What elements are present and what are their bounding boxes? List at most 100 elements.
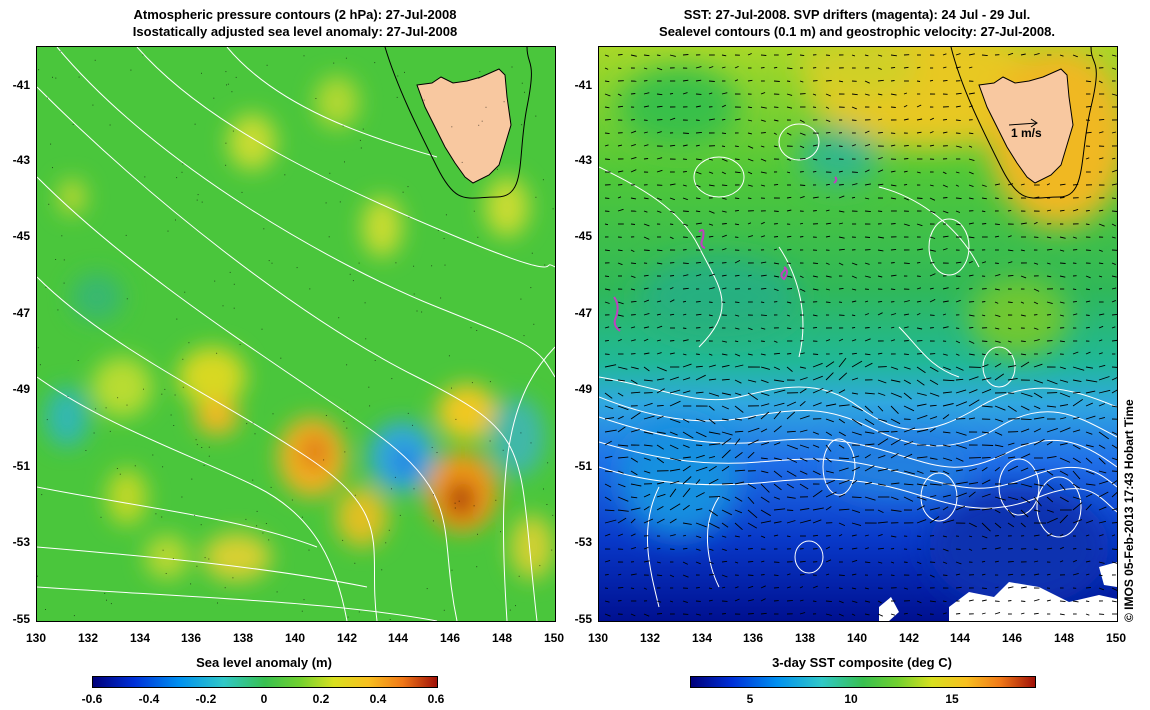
velocity-arrow bbox=[604, 67, 609, 70]
velocity-arrow bbox=[1085, 613, 1090, 616]
velocity-arrow bbox=[916, 561, 922, 565]
velocity-arrow bbox=[864, 613, 870, 616]
velocity-arrow bbox=[929, 366, 939, 372]
velocity-arrow bbox=[1033, 221, 1038, 225]
velocity-arrow bbox=[734, 209, 739, 212]
right-x-tick: 146 bbox=[1001, 631, 1023, 645]
velocity-arrow bbox=[1072, 444, 1081, 450]
velocity-arrow bbox=[825, 209, 830, 212]
velocity-arrow bbox=[786, 496, 796, 499]
velocity-arrow bbox=[630, 249, 635, 253]
velocity-arrow bbox=[747, 184, 753, 187]
velocity-arrow bbox=[1072, 208, 1079, 212]
velocity-arrow bbox=[786, 327, 792, 330]
velocity-arrow bbox=[799, 586, 804, 589]
track-dot bbox=[407, 186, 409, 188]
velocity-arrow bbox=[604, 519, 617, 524]
track-dot bbox=[233, 283, 235, 285]
velocity-arrow bbox=[643, 299, 650, 303]
track-dot bbox=[162, 466, 164, 468]
velocity-arrow bbox=[1059, 301, 1065, 304]
velocity-arrow bbox=[786, 401, 797, 407]
left-y-tick: -43 bbox=[12, 153, 30, 167]
velocity-arrow bbox=[708, 353, 713, 356]
velocity-arrow bbox=[786, 470, 797, 477]
track-dot bbox=[284, 174, 286, 176]
velocity-arrow bbox=[838, 80, 844, 83]
velocity-arrow bbox=[604, 429, 617, 433]
track-dot bbox=[500, 531, 501, 533]
velocity-arrow bbox=[1085, 223, 1090, 226]
velocity-arrow bbox=[1098, 480, 1109, 485]
velocity-arrow bbox=[799, 195, 805, 199]
velocity-arrow bbox=[890, 430, 898, 433]
velocity-arrow bbox=[630, 533, 636, 537]
track-dot bbox=[477, 236, 479, 238]
track-dot bbox=[333, 62, 335, 64]
velocity-arrow bbox=[851, 534, 857, 537]
velocity-arrow bbox=[695, 365, 703, 368]
velocity-arrow bbox=[994, 586, 999, 589]
track-dot bbox=[309, 288, 311, 290]
velocity-arrow bbox=[617, 338, 622, 342]
track-dot bbox=[407, 412, 409, 414]
track-dot bbox=[161, 516, 163, 518]
velocity-arrow bbox=[604, 288, 611, 291]
velocity-arrow bbox=[890, 379, 901, 383]
velocity-arrow bbox=[851, 275, 857, 279]
velocity-arrow bbox=[1111, 389, 1117, 394]
velocity-arrow bbox=[643, 249, 650, 251]
track-dot bbox=[225, 142, 227, 144]
track-dot bbox=[477, 533, 478, 535]
velocity-arrow bbox=[942, 66, 947, 69]
track-dot bbox=[530, 442, 532, 444]
velocity-arrow bbox=[786, 301, 792, 304]
velocity-arrow bbox=[643, 223, 650, 227]
velocity-arrow bbox=[747, 145, 754, 149]
track-dot bbox=[448, 355, 450, 357]
velocity-arrow bbox=[747, 496, 755, 505]
velocity-arrow bbox=[1007, 586, 1014, 589]
velocity-arrow bbox=[981, 573, 986, 576]
velocity-arrow bbox=[1007, 560, 1014, 563]
track-dot bbox=[117, 397, 119, 399]
track-dot bbox=[547, 462, 549, 464]
velocity-arrow bbox=[1007, 249, 1014, 252]
velocity-arrow bbox=[968, 184, 974, 188]
velocity-arrow bbox=[825, 389, 833, 394]
velocity-arrow bbox=[1072, 572, 1079, 576]
velocity-arrow bbox=[903, 453, 913, 459]
velocity-arrow bbox=[864, 496, 876, 501]
velocity-arrow bbox=[864, 443, 875, 446]
velocity-arrow bbox=[682, 184, 687, 187]
right-y-tick: -43 bbox=[574, 153, 592, 167]
velocity-arrow bbox=[916, 470, 924, 474]
velocity-arrow bbox=[929, 236, 936, 239]
track-dot bbox=[437, 230, 439, 231]
velocity-arrow bbox=[669, 534, 676, 537]
track-dot bbox=[167, 230, 169, 232]
velocity-arrow bbox=[695, 561, 701, 565]
right-x-tick: 148 bbox=[1053, 631, 1075, 645]
velocity-arrow bbox=[1098, 520, 1107, 524]
track-dot bbox=[213, 97, 215, 99]
velocity-arrow bbox=[890, 144, 896, 147]
velocity-arrow bbox=[786, 80, 791, 82]
track-dot bbox=[45, 286, 47, 288]
velocity-arrow bbox=[1007, 509, 1015, 518]
velocity-arrow bbox=[1007, 183, 1014, 186]
velocity-arrow bbox=[1098, 54, 1103, 57]
left-x-tick: 132 bbox=[77, 631, 99, 645]
velocity-arrow bbox=[851, 587, 857, 590]
velocity-arrow bbox=[877, 326, 882, 329]
velocity-arrow bbox=[1007, 600, 1012, 602]
track-dot bbox=[523, 335, 525, 337]
velocity-arrow bbox=[604, 106, 610, 109]
velocity-arrow bbox=[1020, 353, 1027, 356]
velocity-arrow bbox=[1007, 442, 1015, 446]
velocity-arrow bbox=[864, 54, 869, 57]
velocity-arrow bbox=[617, 53, 623, 56]
velocity-arrow bbox=[760, 132, 766, 134]
track-dot bbox=[208, 558, 210, 560]
velocity-arrow bbox=[942, 600, 947, 603]
